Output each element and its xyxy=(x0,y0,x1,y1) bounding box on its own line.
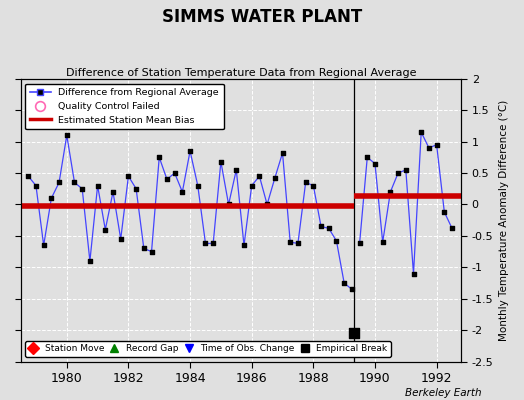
Point xyxy=(70,179,79,186)
Point xyxy=(355,240,364,247)
Point xyxy=(224,201,233,208)
Point xyxy=(350,330,358,336)
Point xyxy=(209,240,217,247)
Point xyxy=(186,148,194,154)
Point xyxy=(93,182,102,189)
Point xyxy=(286,239,294,245)
Point xyxy=(340,280,348,286)
Point xyxy=(386,189,395,195)
Point xyxy=(109,189,117,195)
Point xyxy=(217,158,225,165)
Point xyxy=(394,170,402,176)
Point xyxy=(78,186,86,192)
Point xyxy=(409,270,418,277)
Point xyxy=(317,223,325,230)
Point xyxy=(263,201,271,208)
Point xyxy=(432,142,441,148)
Point xyxy=(440,209,449,215)
Point xyxy=(116,236,125,242)
Text: Berkeley Earth: Berkeley Earth xyxy=(406,388,482,398)
Point xyxy=(371,160,379,167)
Title: Difference of Station Temperature Data from Regional Average: Difference of Station Temperature Data f… xyxy=(66,68,416,78)
Point xyxy=(301,179,310,186)
Point xyxy=(170,170,179,176)
Point xyxy=(448,225,456,232)
Point xyxy=(86,258,94,264)
Point xyxy=(278,150,287,156)
Point xyxy=(101,226,110,233)
Point xyxy=(425,145,433,151)
Y-axis label: Monthly Temperature Anomaly Difference (°C): Monthly Temperature Anomaly Difference (… xyxy=(499,100,509,341)
Point xyxy=(232,167,241,173)
Point xyxy=(178,189,187,195)
Point xyxy=(294,240,302,247)
Point xyxy=(201,240,210,247)
Point xyxy=(401,167,410,173)
Point xyxy=(270,175,279,181)
Point xyxy=(309,182,318,189)
Point xyxy=(47,195,56,201)
Point xyxy=(247,182,256,189)
Point xyxy=(163,176,171,182)
Point xyxy=(62,132,71,138)
Point xyxy=(363,154,372,160)
Point xyxy=(124,173,133,179)
Point xyxy=(132,186,140,192)
Point xyxy=(378,239,387,245)
Point xyxy=(147,248,156,255)
Point xyxy=(332,238,341,244)
Point xyxy=(324,225,333,232)
Point xyxy=(24,173,32,179)
Point xyxy=(417,129,425,135)
Point xyxy=(39,242,48,248)
Point xyxy=(32,182,40,189)
Point xyxy=(155,154,163,160)
Point xyxy=(240,242,248,248)
Point xyxy=(139,245,148,252)
Legend: Station Move, Record Gap, Time of Obs. Change, Empirical Break: Station Move, Record Gap, Time of Obs. C… xyxy=(25,341,391,357)
Point xyxy=(348,286,356,292)
Point xyxy=(55,179,63,186)
Point xyxy=(193,182,202,189)
Text: SIMMS WATER PLANT: SIMMS WATER PLANT xyxy=(162,8,362,26)
Point xyxy=(255,173,264,179)
